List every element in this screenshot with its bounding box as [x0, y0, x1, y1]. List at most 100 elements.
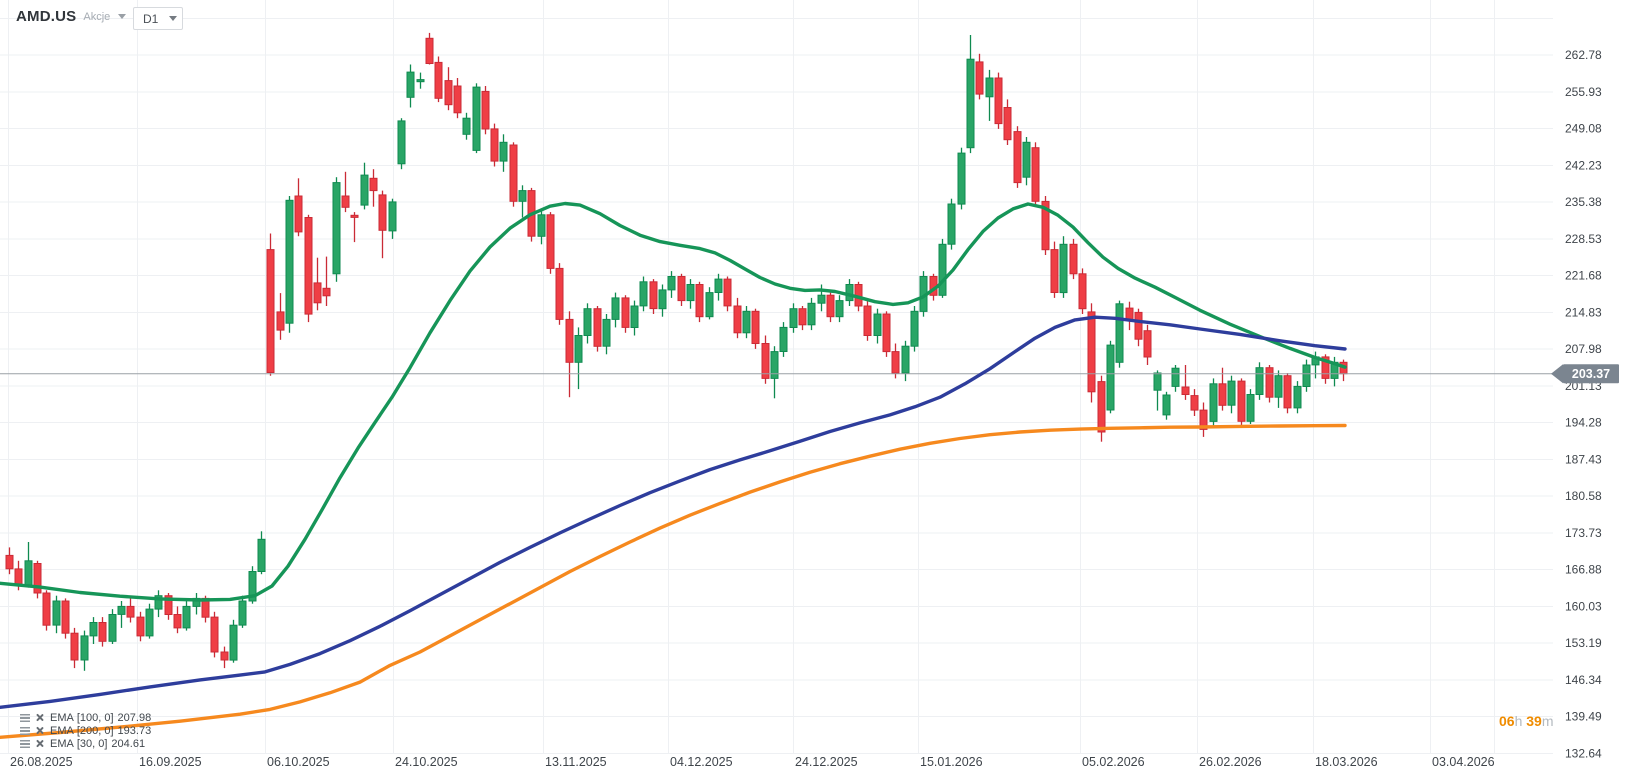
- candle[interactable]: [593, 306, 602, 352]
- candle[interactable]: [61, 598, 70, 639]
- candle[interactable]: [985, 69, 994, 121]
- chevron-down-icon[interactable]: [118, 14, 127, 19]
- candle[interactable]: [845, 279, 854, 306]
- candle[interactable]: [518, 185, 527, 218]
- candle[interactable]: [453, 78, 462, 119]
- candle[interactable]: [639, 276, 648, 312]
- candle[interactable]: [1069, 238, 1078, 280]
- candle[interactable]: [826, 292, 835, 323]
- indicator-remove-icon[interactable]: [35, 713, 44, 722]
- candle[interactable]: [126, 598, 135, 623]
- candle[interactable]: [873, 308, 882, 344]
- candle[interactable]: [705, 287, 714, 320]
- candle[interactable]: [210, 611, 219, 658]
- candle[interactable]: [332, 177, 341, 282]
- candle[interactable]: [1041, 196, 1050, 255]
- candle[interactable]: [350, 212, 359, 243]
- candle[interactable]: [369, 169, 378, 207]
- candle[interactable]: [537, 209, 546, 245]
- candle[interactable]: [733, 297, 742, 339]
- candle[interactable]: [677, 273, 686, 306]
- candle[interactable]: [5, 547, 14, 575]
- candle[interactable]: [220, 646, 229, 669]
- candle[interactable]: [1125, 301, 1134, 331]
- candle[interactable]: [378, 190, 387, 259]
- candle[interactable]: [444, 67, 453, 111]
- candle[interactable]: [555, 263, 564, 325]
- candle[interactable]: [509, 142, 518, 207]
- candle[interactable]: [154, 590, 163, 618]
- candle[interactable]: [490, 123, 499, 167]
- ema-line-100[interactable]: [0, 315, 1347, 709]
- candle[interactable]: [1078, 268, 1087, 314]
- candle[interactable]: [835, 295, 844, 323]
- candle[interactable]: [751, 308, 760, 349]
- candle[interactable]: [621, 295, 630, 333]
- candle[interactable]: [574, 327, 583, 390]
- candle[interactable]: [52, 595, 61, 634]
- timeframe-dropdown[interactable]: D1: [133, 7, 183, 30]
- ema-line-200[interactable]: [0, 423, 1347, 739]
- candle[interactable]: [891, 343, 900, 379]
- indicator-settings-icon[interactable]: [20, 739, 30, 748]
- indicator-settings-icon[interactable]: [20, 726, 30, 735]
- indicator-remove-icon[interactable]: [35, 726, 44, 735]
- candle[interactable]: [33, 560, 42, 599]
- candle[interactable]: [1274, 370, 1283, 408]
- candle[interactable]: [798, 306, 807, 331]
- candle[interactable]: [789, 303, 798, 333]
- candle[interactable]: [1059, 236, 1068, 298]
- indicator-remove-icon[interactable]: [35, 739, 44, 748]
- candle[interactable]: [1087, 303, 1096, 403]
- candle[interactable]: [611, 292, 620, 328]
- candle[interactable]: [238, 595, 247, 628]
- candle[interactable]: [602, 314, 611, 355]
- candle[interactable]: [1265, 365, 1274, 403]
- candle[interactable]: [546, 212, 555, 274]
- candle[interactable]: [89, 617, 98, 644]
- candle[interactable]: [1134, 308, 1143, 347]
- candle[interactable]: [136, 611, 145, 642]
- candle[interactable]: [276, 293, 285, 340]
- candle[interactable]: [1022, 137, 1031, 186]
- candle[interactable]: [882, 311, 891, 357]
- candle[interactable]: [360, 162, 369, 210]
- candle[interactable]: [686, 279, 695, 309]
- candle[interactable]: [1218, 367, 1227, 411]
- candle[interactable]: [117, 601, 126, 628]
- candle[interactable]: [1031, 142, 1040, 207]
- candle[interactable]: [229, 619, 238, 663]
- candle[interactable]: [192, 593, 201, 615]
- candle[interactable]: [1255, 362, 1264, 400]
- candle[interactable]: [294, 178, 303, 237]
- candle[interactable]: [462, 112, 471, 140]
- candle[interactable]: [1237, 378, 1246, 427]
- candle[interactable]: [1293, 381, 1302, 414]
- candle[interactable]: [341, 171, 350, 213]
- candle[interactable]: [947, 198, 956, 250]
- candle[interactable]: [42, 590, 51, 631]
- candle[interactable]: [695, 281, 704, 323]
- candle[interactable]: [863, 300, 872, 341]
- candle[interactable]: [285, 196, 294, 333]
- candle[interactable]: [957, 147, 966, 210]
- candle[interactable]: [1115, 300, 1124, 368]
- candle[interactable]: [770, 346, 779, 399]
- candle[interactable]: [649, 279, 658, 314]
- candle[interactable]: [397, 118, 406, 170]
- candle[interactable]: [807, 297, 816, 331]
- candle[interactable]: [565, 311, 574, 398]
- candle[interactable]: [1227, 375, 1236, 414]
- candle[interactable]: [1209, 378, 1218, 427]
- candle[interactable]: [98, 617, 107, 647]
- candle[interactable]: [257, 531, 266, 575]
- candle[interactable]: [723, 276, 732, 312]
- candle[interactable]: [481, 86, 490, 135]
- candle[interactable]: [966, 35, 975, 154]
- ema-line-30[interactable]: [0, 201, 1347, 602]
- candle[interactable]: [182, 601, 191, 631]
- candle[interactable]: [910, 306, 919, 352]
- indicator-settings-icon[interactable]: [20, 713, 30, 722]
- candle[interactable]: [164, 593, 173, 620]
- candle[interactable]: [173, 606, 182, 634]
